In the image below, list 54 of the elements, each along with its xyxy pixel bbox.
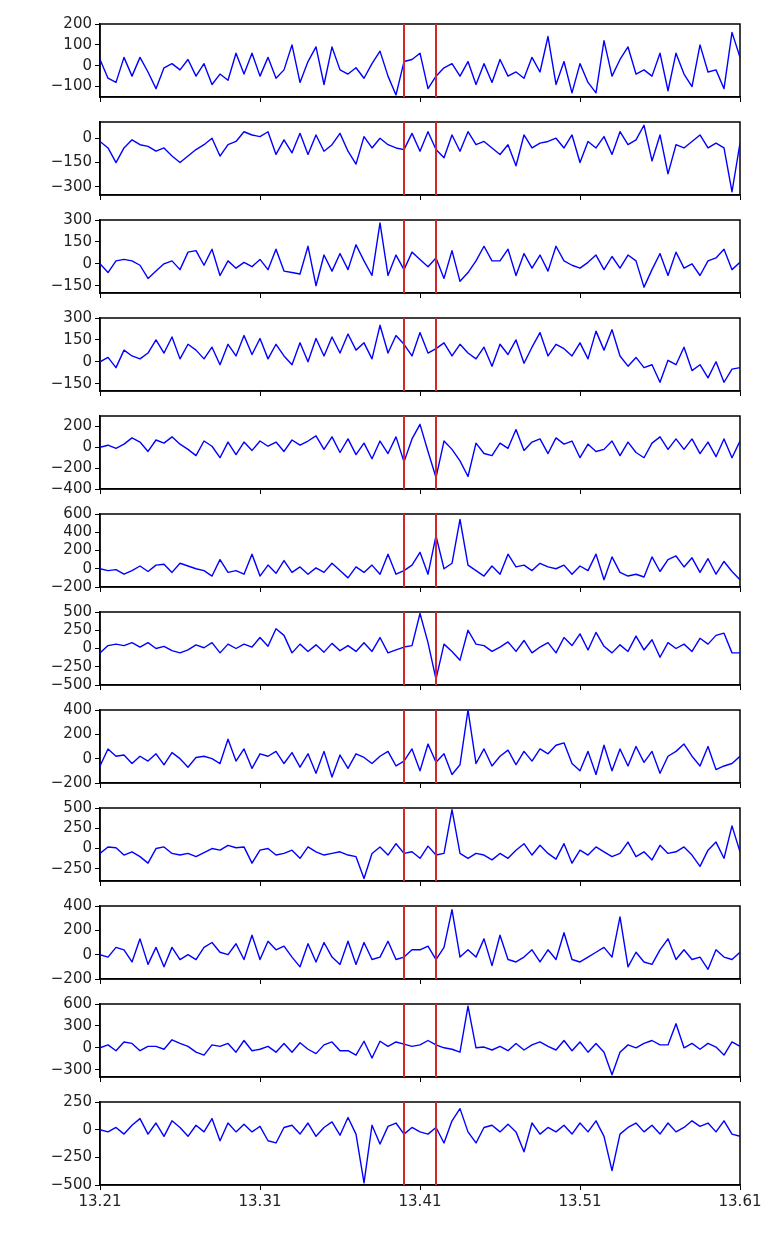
y-tick-label: −500 [50,674,92,693]
y-tick-label: 0 [82,838,92,857]
y-tick-label: −200 [50,576,92,595]
y-tick-label: 0 [82,128,92,147]
y-tick-label: −150 [50,373,92,392]
x-tick-label: 13.21 [78,1191,122,1210]
y-tick-label: 0 [82,1119,92,1138]
y-tick-label: 500 [63,797,92,816]
y-tick-label: 0 [82,55,92,74]
y-tick-label: 100 [63,34,92,53]
y-tick-label: −200 [50,968,92,987]
y-tick-label: 300 [63,209,92,228]
y-tick-label: −250 [50,656,92,675]
y-tick-label: 150 [63,329,92,348]
y-tick-label: −200 [50,458,92,477]
y-tick-label: 600 [63,993,92,1012]
y-tick-label: −300 [50,1059,92,1078]
y-tick-label: 0 [82,437,92,456]
y-tick-label: −150 [50,152,92,171]
y-tick-label: 0 [82,638,92,657]
y-tick-label: −150 [50,275,92,294]
y-tick-label: 200 [63,540,92,559]
x-tick-label: 13.61 [718,1191,762,1210]
y-tick-label: −200 [50,772,92,791]
y-tick-label: 400 [63,895,92,914]
y-tick-label: 0 [82,351,92,370]
y-tick-label: 0 [82,253,92,272]
y-tick-label: 250 [63,818,92,837]
y-tick-label: −500 [50,1174,92,1193]
y-tick-label: −250 [50,1147,92,1166]
y-tick-label: −100 [50,76,92,95]
y-tick-label: 0 [82,558,92,577]
y-tick-label: −400 [50,478,92,497]
y-tick-label: 250 [63,1091,92,1110]
y-tick-label: 250 [63,620,92,639]
y-tick-label: 200 [63,724,92,743]
y-tick-label: 200 [63,416,92,435]
y-tick-label: 150 [63,231,92,250]
x-tick-label: 13.41 [398,1191,442,1210]
y-tick-label: 0 [82,748,92,767]
y-tick-label: 500 [63,601,92,620]
y-tick-label: 400 [63,699,92,718]
y-tick-label: −300 [50,176,92,195]
y-tick-label: 0 [82,1037,92,1056]
x-tick-label: 13.31 [238,1191,282,1210]
y-tick-label: 600 [63,503,92,522]
x-tick-label: 13.51 [558,1191,602,1210]
y-tick-label: 0 [82,944,92,963]
y-tick-label: 300 [63,307,92,326]
y-tick-label: 200 [63,920,92,939]
y-tick-label: 400 [63,522,92,541]
y-tick-label: −250 [50,858,92,877]
y-tick-label: 300 [63,1015,92,1034]
y-tick-label: 200 [63,13,92,32]
